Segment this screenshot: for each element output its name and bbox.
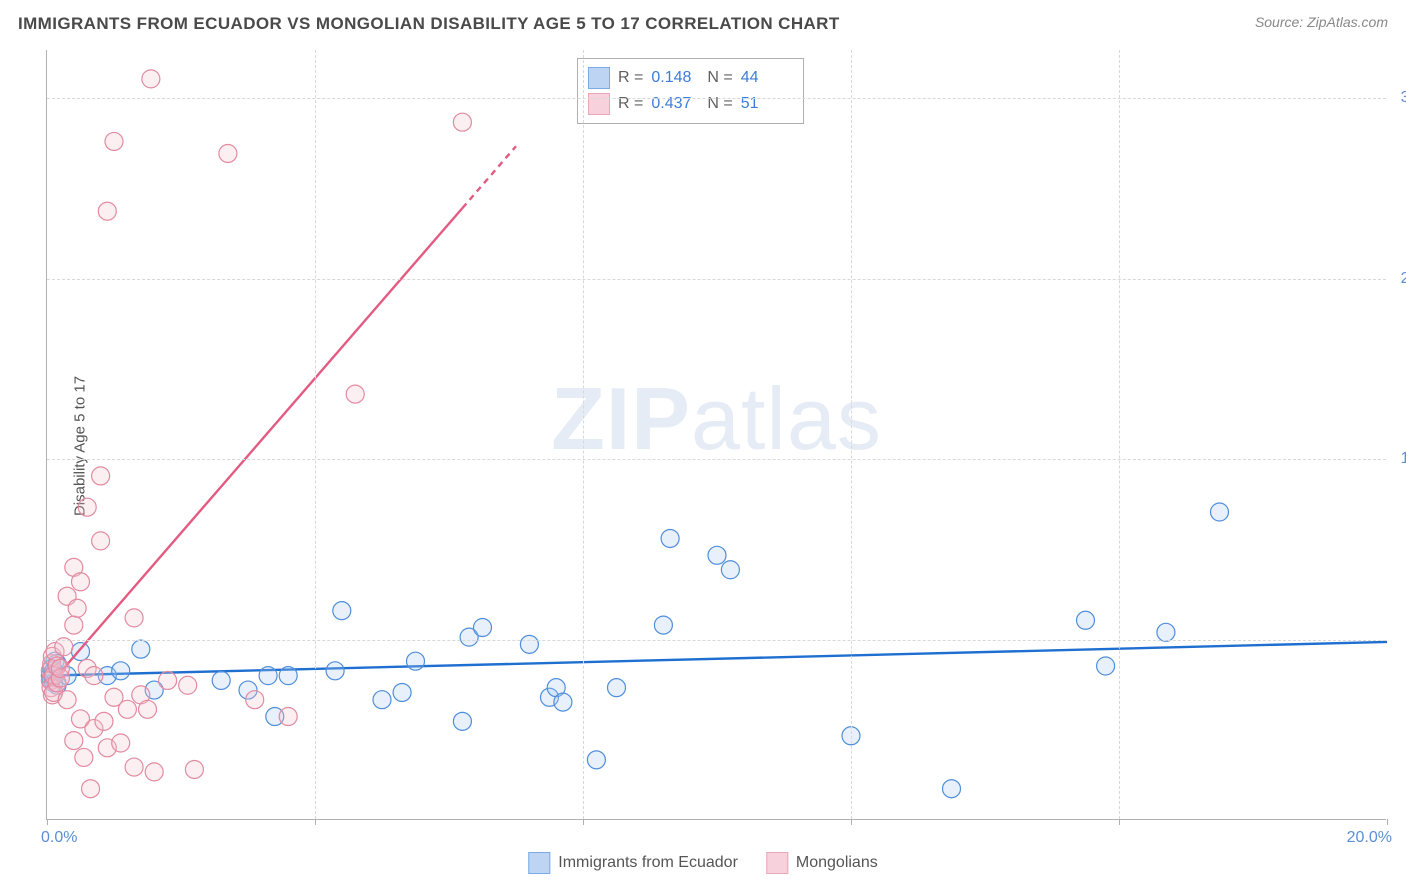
legend-item-mongolians: Mongolians [766,852,878,874]
data-point-ecuador [1077,611,1095,629]
data-point-ecuador [393,683,411,701]
x-tick-label: 20.0% [1347,829,1392,847]
trend-line-mongolians [47,208,462,688]
trend-line-mongolians-dashed [462,146,516,208]
data-point-ecuador [407,652,425,670]
gridline-horizontal [47,98,1386,99]
data-point-mongolians [142,70,160,88]
data-point-mongolians [65,616,83,634]
legend-label-ecuador: Immigrants from Ecuador [558,854,738,872]
stat-n-value-ecuador: 44 [741,69,789,87]
data-point-ecuador [279,667,297,685]
data-point-mongolians [68,599,86,617]
gridline-vertical [851,50,852,819]
gridline-horizontal [47,459,1386,460]
data-point-mongolians [246,691,264,709]
legend-item-ecuador: Immigrants from Ecuador [528,852,738,874]
data-point-ecuador [721,561,739,579]
data-point-mongolians [78,498,96,516]
data-point-ecuador [608,679,626,697]
data-point-mongolians [65,732,83,750]
data-point-mongolians [453,113,471,131]
x-tick-mark [851,819,852,825]
data-point-mongolians [279,708,297,726]
gridline-vertical [315,50,316,819]
x-tick-label: 0.0% [41,829,77,847]
data-point-ecuador [1211,503,1229,521]
y-tick-label: 30.0% [1401,89,1406,107]
data-point-ecuador [654,616,672,634]
data-point-ecuador [212,671,230,689]
swatch-mongolians [588,93,610,115]
trend-line-ecuador [47,642,1387,676]
stat-r-value-ecuador: 0.148 [651,69,699,87]
data-point-mongolians [75,748,93,766]
scatter-plot: ZIPatlas R =0.148N =44R =0.437N =51 7.5%… [46,50,1386,820]
gridline-horizontal [47,640,1386,641]
data-point-mongolians [185,760,203,778]
data-point-ecuador [708,546,726,564]
data-point-mongolians [145,763,163,781]
gridline-vertical [583,50,584,819]
x-tick-mark [583,819,584,825]
x-tick-mark [1119,819,1120,825]
legend-label-mongolians: Mongolians [796,854,878,872]
data-point-ecuador [520,635,538,653]
stat-r-label: R = [618,69,643,87]
swatch-ecuador [588,67,610,89]
data-point-mongolians [159,671,177,689]
data-point-mongolians [346,385,364,403]
data-point-mongolians [219,144,237,162]
legend: Immigrants from Ecuador Mongolians [528,852,877,874]
data-point-mongolians [139,700,157,718]
gridline-horizontal [47,279,1386,280]
chart-canvas [47,50,1386,819]
data-point-ecuador [453,712,471,730]
data-point-ecuador [326,662,344,680]
data-point-mongolians [92,467,110,485]
data-point-mongolians [82,780,100,798]
gridline-vertical [1119,50,1120,819]
data-point-ecuador [661,529,679,547]
data-point-mongolians [58,691,76,709]
legend-swatch-mongolians [766,852,788,874]
data-point-ecuador [132,640,150,658]
data-point-ecuador [112,662,130,680]
data-point-ecuador [474,619,492,637]
data-point-mongolians [179,676,197,694]
data-point-ecuador [943,780,961,798]
legend-swatch-ecuador [528,852,550,874]
chart-title: IMMIGRANTS FROM ECUADOR VS MONGOLIAN DIS… [18,14,840,33]
data-point-mongolians [98,202,116,220]
data-point-mongolians [105,132,123,150]
y-tick-label: 15.0% [1401,450,1406,468]
data-point-mongolians [72,573,90,591]
stat-n-label: N = [707,69,732,87]
x-tick-mark [1387,819,1388,825]
data-point-ecuador [554,693,572,711]
data-point-mongolians [125,609,143,627]
data-point-mongolians [92,532,110,550]
data-point-mongolians [95,712,113,730]
x-tick-mark [315,819,316,825]
y-tick-label: 22.5% [1401,270,1406,288]
data-point-mongolians [112,734,130,752]
data-point-ecuador [259,667,277,685]
data-point-mongolians [51,659,69,677]
stats-row-mongolians: R =0.437N =51 [588,91,789,117]
data-point-mongolians [118,700,136,718]
data-point-ecuador [1097,657,1115,675]
data-point-ecuador [373,691,391,709]
data-point-ecuador [587,751,605,769]
x-tick-mark [47,819,48,825]
correlation-stats-box: R = 0.148 N = 44 R =0.437N =51 [577,58,804,124]
source-attribution: Source: ZipAtlas.com [1255,14,1388,30]
stats-row-ecuador: R = 0.148 N = 44 [588,65,789,91]
data-point-ecuador [333,602,351,620]
data-point-mongolians [125,758,143,776]
data-point-mongolians [85,667,103,685]
